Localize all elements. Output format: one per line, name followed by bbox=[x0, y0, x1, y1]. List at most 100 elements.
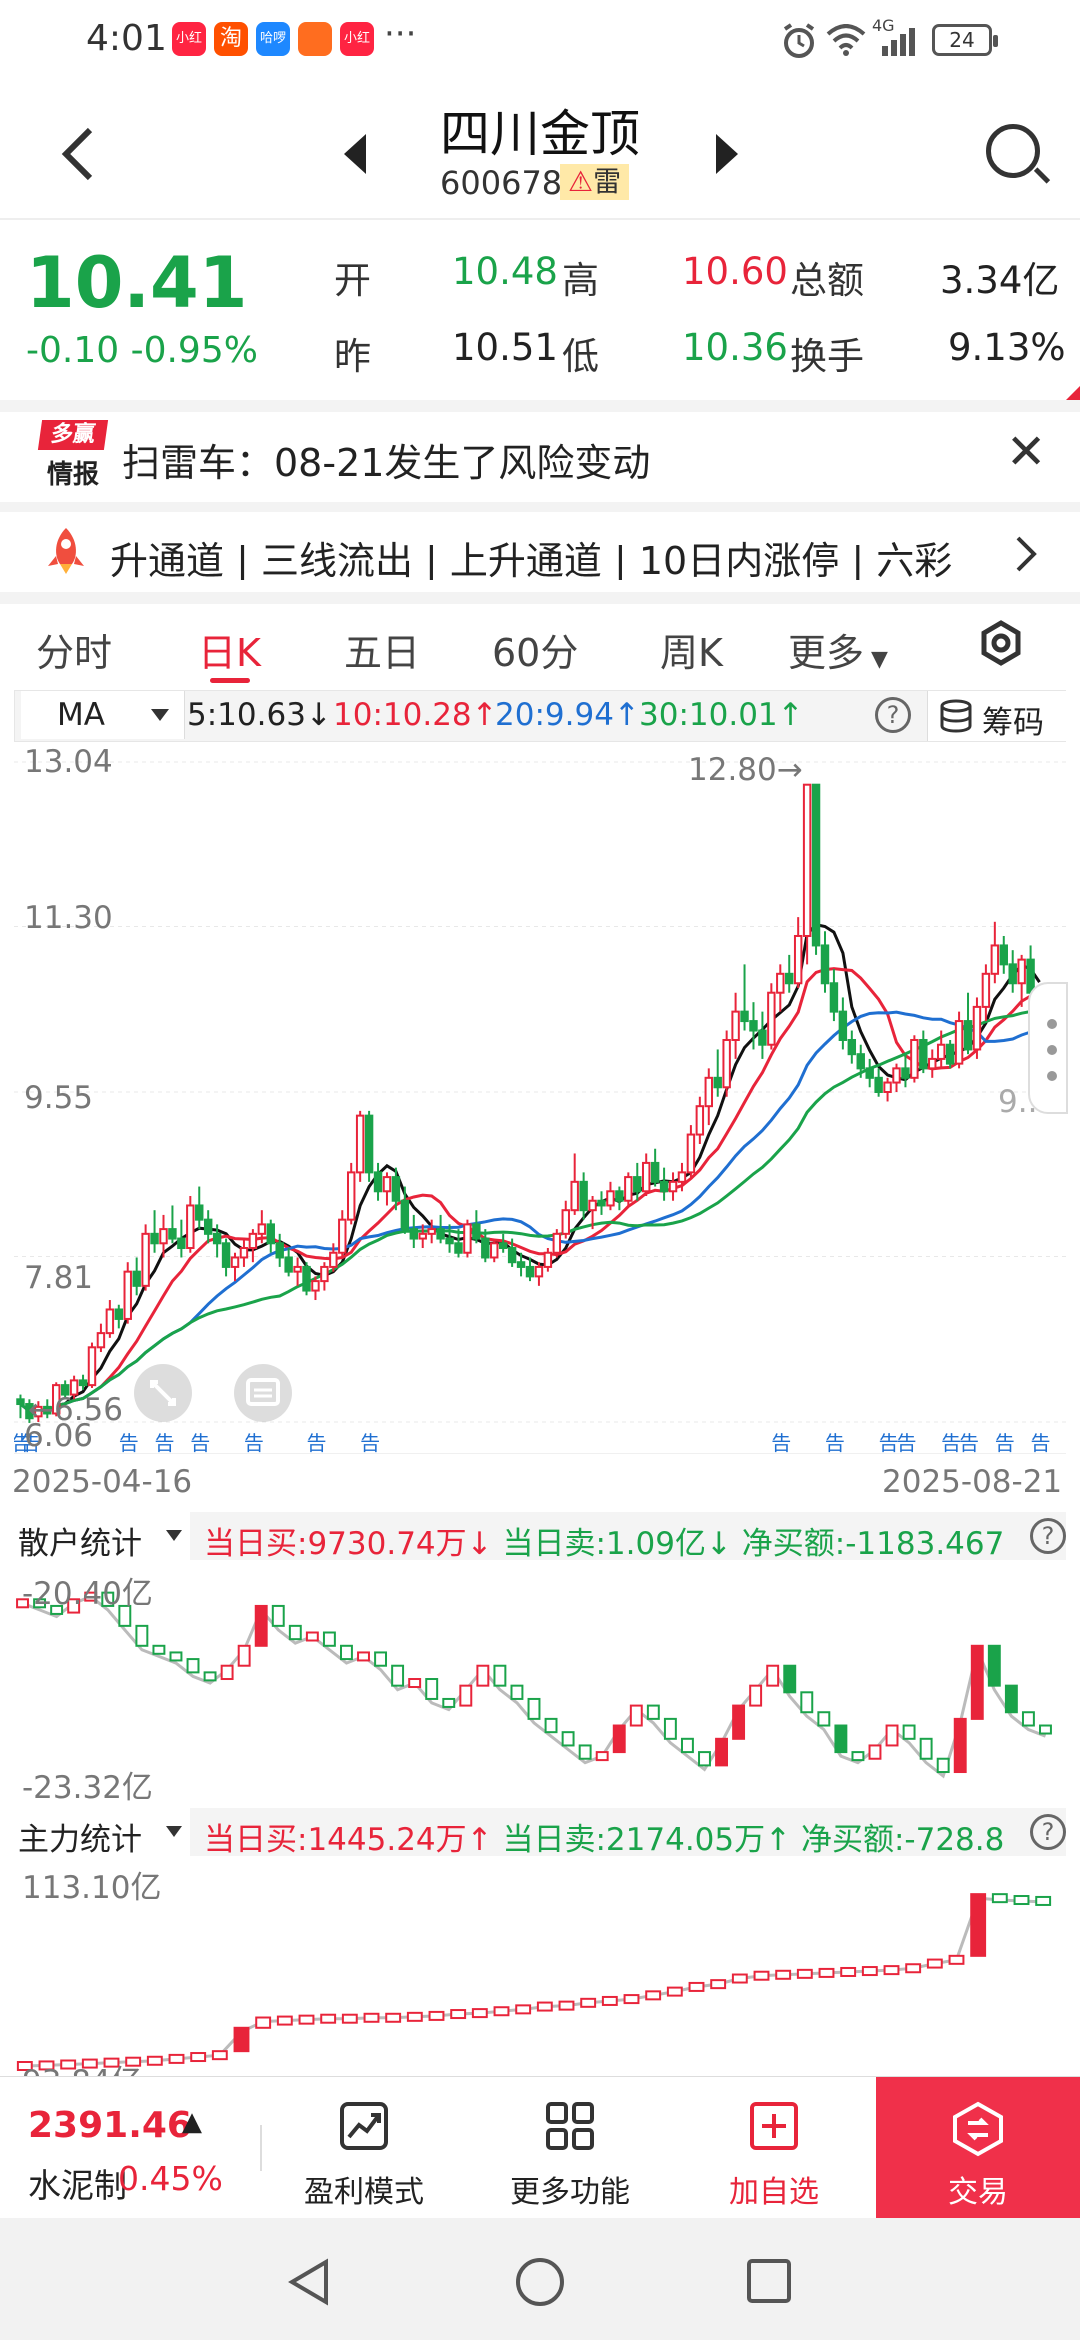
dropdown-icon: ▼ bbox=[864, 647, 888, 672]
amount-label: 总额 bbox=[790, 259, 864, 302]
flow-bar bbox=[595, 1751, 609, 1762]
back-nav-icon[interactable] bbox=[286, 2258, 330, 2306]
candle bbox=[391, 1176, 401, 1202]
ma10-value: 10:10.28↑ bbox=[333, 697, 498, 733]
help-icon[interactable]: ? bbox=[1030, 1518, 1066, 1554]
end-date: 2025-08-21 bbox=[882, 1464, 1063, 1500]
candle bbox=[346, 1171, 356, 1221]
flow-bar bbox=[885, 1724, 899, 1747]
flow-bar bbox=[753, 1970, 770, 1981]
signal-ticker[interactable]: 升通道 | 三线流出 | 上升通道 | 10日内涨停 | 六彩 bbox=[0, 512, 1080, 592]
chevron-right-icon[interactable] bbox=[1012, 534, 1040, 574]
trade-icon bbox=[953, 2101, 1003, 2157]
prev-stock-icon[interactable] bbox=[340, 132, 370, 176]
flow-bar bbox=[775, 1969, 792, 1980]
main-force-stats-header: 主力统计 当日买:1445.24万↑ 当日卖:2174.05万↑ 净买额:-72… bbox=[14, 1808, 1066, 1858]
slideshow-icon[interactable] bbox=[234, 1364, 292, 1422]
candle bbox=[722, 1038, 731, 1089]
candle bbox=[418, 1232, 427, 1240]
candle bbox=[919, 1038, 928, 1070]
candle bbox=[320, 1265, 329, 1283]
flow-bar bbox=[851, 1751, 865, 1762]
flow-bar bbox=[233, 2026, 250, 2053]
tab-60min[interactable]: 60分 bbox=[492, 631, 579, 675]
flow-bar bbox=[16, 1598, 29, 1609]
home-nav-icon[interactable] bbox=[514, 2256, 566, 2308]
main-force-chart[interactable]: 113.10亿 93.84亿 bbox=[14, 1856, 1066, 2076]
candle bbox=[936, 1043, 946, 1060]
help-icon[interactable]: ? bbox=[875, 697, 911, 733]
expand-corner-icon[interactable] bbox=[1066, 386, 1080, 400]
flow-bar bbox=[493, 1664, 507, 1687]
candle bbox=[141, 1232, 150, 1287]
min-price-annotation: ←6.56 bbox=[28, 1392, 124, 1428]
announcement-tag: 告 bbox=[20, 1431, 40, 1454]
candle bbox=[990, 944, 1000, 975]
y-tick-label: 6.06 bbox=[24, 1418, 94, 1454]
index-value: 2391.46 bbox=[28, 2105, 192, 2146]
risk-alert-bar[interactable]: 多赢 情报 扫雷车：08-21发生了风险变动 ✕ bbox=[0, 412, 1080, 502]
hamo-app-icon: 哈啰 bbox=[256, 22, 290, 56]
open-label: 开 bbox=[334, 259, 371, 302]
candle bbox=[892, 1067, 901, 1084]
recents-nav-icon[interactable] bbox=[746, 2258, 792, 2304]
flow-bar bbox=[357, 1651, 370, 1662]
retail-stats-selector[interactable]: 散户统计 bbox=[14, 1512, 190, 1562]
announcement-tag: 告 bbox=[959, 1431, 979, 1454]
flow-bar bbox=[629, 1704, 643, 1727]
tab-minute[interactable]: 分时 bbox=[36, 631, 113, 675]
flow-bar bbox=[101, 1591, 115, 1607]
flow-bar bbox=[527, 1697, 541, 1720]
main-force-selector[interactable]: 主力统计 bbox=[14, 1808, 190, 1858]
main-force-svg bbox=[16, 1893, 1052, 2071]
next-stock-icon[interactable] bbox=[712, 132, 742, 176]
candle bbox=[257, 1223, 267, 1235]
ticker-text: 升通道 | 三线流出 | 上升通道 | 10日内涨停 | 六彩 bbox=[110, 539, 953, 580]
trade-button[interactable]: 交易 bbox=[876, 2077, 1080, 2219]
tab-weekly-k[interactable]: 周K bbox=[660, 631, 723, 675]
candle bbox=[195, 1204, 204, 1221]
retail-stats-chart[interactable]: -20.40亿 -23.32亿 bbox=[14, 1560, 1066, 1806]
more-functions-button[interactable]: 更多功能 bbox=[500, 2101, 640, 2211]
expand-icon[interactable] bbox=[134, 1364, 192, 1422]
profit-mode-button[interactable]: 盈利模式 bbox=[294, 2101, 434, 2211]
candle bbox=[749, 1020, 758, 1032]
kline-chart[interactable]: 告告告告告告告告告告告告告告告告 13.04 11.30 9.55 7.81 6… bbox=[11, 742, 1068, 1455]
tab-more[interactable]: 更多 ▼ bbox=[788, 631, 888, 675]
period-tabs: 分时 日K 五日 60分 周K 更多 ▼ bbox=[0, 604, 1080, 686]
candle bbox=[212, 1232, 222, 1245]
divider bbox=[260, 2125, 262, 2171]
main-force-values: 当日买:1445.24万↑ 当日卖:2174.05万↑ 净买额:-728.8 bbox=[204, 1822, 1005, 1858]
candle bbox=[400, 1199, 410, 1231]
help-icon[interactable]: ? bbox=[1030, 1814, 1066, 1850]
search-icon[interactable] bbox=[986, 124, 1040, 178]
announcement-tag: 告 bbox=[771, 1431, 791, 1454]
close-icon[interactable]: ✕ bbox=[1006, 424, 1047, 480]
chip-distribution-button[interactable]: 筹码 bbox=[927, 691, 1067, 741]
ma5-value: 5:10.63↓ bbox=[187, 697, 332, 733]
settings-icon[interactable] bbox=[978, 620, 1024, 666]
tab-five-day[interactable]: 五日 bbox=[344, 631, 421, 675]
alarm-icon bbox=[783, 23, 815, 58]
candle bbox=[686, 1133, 696, 1174]
flow-bar bbox=[991, 1893, 1008, 1904]
candle bbox=[615, 1190, 624, 1202]
active-tab-indicator bbox=[210, 678, 250, 683]
sector-index[interactable]: 2391.46 ▲ 水泥制 0.45% bbox=[0, 2077, 262, 2219]
side-menu-handle[interactable] bbox=[1028, 982, 1068, 1114]
flow-bar bbox=[800, 1691, 814, 1714]
candle bbox=[168, 1228, 177, 1240]
candle bbox=[785, 972, 794, 985]
add-watchlist-button[interactable]: 加自选 bbox=[704, 2101, 844, 2211]
ma-selector[interactable]: MA bbox=[21, 691, 185, 739]
tab-daily-k[interactable]: 日K bbox=[198, 631, 261, 675]
back-icon[interactable] bbox=[58, 126, 98, 182]
status-bar: 4:01 小红书 淘 哈啰 小红书 ··· 4G 24 bbox=[0, 0, 1080, 80]
candle bbox=[516, 1261, 526, 1268]
flow-bar bbox=[558, 2000, 575, 2011]
risk-tag[interactable]: ⚠雷 bbox=[560, 164, 630, 200]
candle bbox=[78, 1379, 88, 1387]
stock-name: 四川金顶 bbox=[440, 105, 640, 163]
flow-bar bbox=[902, 1724, 916, 1740]
prev-close-value: 10.51 bbox=[452, 326, 558, 369]
